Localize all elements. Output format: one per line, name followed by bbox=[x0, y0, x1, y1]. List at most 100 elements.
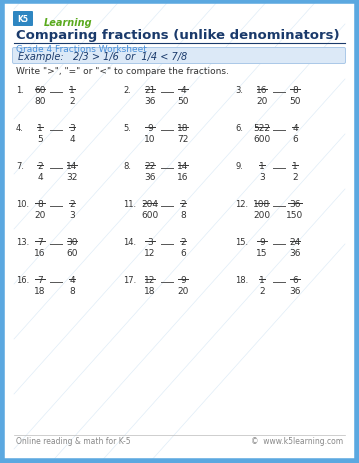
Text: 1: 1 bbox=[69, 86, 75, 95]
Text: 2: 2 bbox=[180, 238, 186, 246]
Text: 36: 36 bbox=[289, 287, 301, 295]
Text: 6: 6 bbox=[180, 249, 186, 257]
Text: 200: 200 bbox=[253, 211, 271, 219]
Text: 36: 36 bbox=[144, 173, 156, 181]
Text: Online reading & math for K-5: Online reading & math for K-5 bbox=[16, 437, 131, 445]
Text: Learning: Learning bbox=[44, 18, 93, 28]
Text: 60: 60 bbox=[34, 86, 46, 95]
Text: 16: 16 bbox=[34, 249, 46, 257]
Text: 32: 32 bbox=[66, 173, 78, 181]
Text: 6: 6 bbox=[292, 135, 298, 144]
Text: 18: 18 bbox=[34, 287, 46, 295]
Text: 6.: 6. bbox=[235, 124, 243, 133]
Text: 22: 22 bbox=[144, 162, 155, 171]
Text: 3: 3 bbox=[69, 211, 75, 219]
Text: 16.: 16. bbox=[16, 275, 29, 284]
Text: 18: 18 bbox=[144, 287, 156, 295]
Text: 7: 7 bbox=[37, 275, 43, 284]
Text: 8: 8 bbox=[292, 86, 298, 95]
Text: ©  www.k5learning.com: © www.k5learning.com bbox=[251, 437, 343, 445]
Text: 2: 2 bbox=[69, 97, 75, 106]
Text: 204: 204 bbox=[141, 200, 159, 208]
Text: 30: 30 bbox=[66, 238, 78, 246]
Text: 10.: 10. bbox=[16, 200, 29, 208]
Text: 18: 18 bbox=[177, 124, 189, 133]
Text: 4: 4 bbox=[69, 135, 75, 144]
Text: 16: 16 bbox=[256, 86, 268, 95]
Text: 8: 8 bbox=[37, 200, 43, 208]
Text: 12: 12 bbox=[144, 275, 156, 284]
Text: 600: 600 bbox=[253, 135, 271, 144]
Text: 12: 12 bbox=[144, 249, 156, 257]
Text: 9: 9 bbox=[259, 238, 265, 246]
Text: 20: 20 bbox=[34, 211, 46, 219]
Text: 8.: 8. bbox=[123, 162, 131, 171]
Text: 3: 3 bbox=[69, 124, 75, 133]
Text: 5: 5 bbox=[37, 135, 43, 144]
FancyBboxPatch shape bbox=[13, 49, 345, 64]
Text: 15: 15 bbox=[256, 249, 268, 257]
Text: 80: 80 bbox=[34, 97, 46, 106]
Text: 2: 2 bbox=[292, 173, 298, 181]
Text: 1: 1 bbox=[259, 275, 265, 284]
Text: 9: 9 bbox=[180, 275, 186, 284]
Text: 9.: 9. bbox=[235, 162, 243, 171]
Text: 16: 16 bbox=[177, 173, 189, 181]
Text: 6: 6 bbox=[292, 275, 298, 284]
Text: 50: 50 bbox=[177, 97, 189, 106]
Text: 60: 60 bbox=[66, 249, 78, 257]
Text: 1: 1 bbox=[292, 162, 298, 171]
Text: 4: 4 bbox=[180, 86, 186, 95]
Text: 5.: 5. bbox=[123, 124, 131, 133]
Text: 2: 2 bbox=[69, 200, 75, 208]
Text: 10: 10 bbox=[144, 135, 156, 144]
Text: 9: 9 bbox=[147, 124, 153, 133]
Text: Example:   2/3 > 1/6  or  1/4 < 7/8: Example: 2/3 > 1/6 or 1/4 < 7/8 bbox=[18, 51, 187, 62]
Text: 24: 24 bbox=[289, 238, 300, 246]
Text: 600: 600 bbox=[141, 211, 159, 219]
Text: 7: 7 bbox=[37, 238, 43, 246]
Text: 2: 2 bbox=[259, 287, 265, 295]
Text: 4: 4 bbox=[292, 124, 298, 133]
Text: 150: 150 bbox=[286, 211, 304, 219]
Text: 8: 8 bbox=[69, 287, 75, 295]
Text: 3: 3 bbox=[259, 173, 265, 181]
Text: Grade 4 Fractions Worksheet: Grade 4 Fractions Worksheet bbox=[16, 44, 147, 53]
Text: 13.: 13. bbox=[16, 238, 29, 246]
Text: 3: 3 bbox=[147, 238, 153, 246]
Text: 12.: 12. bbox=[235, 200, 248, 208]
Text: 4: 4 bbox=[37, 173, 43, 181]
Text: 522: 522 bbox=[253, 124, 270, 133]
Text: 2: 2 bbox=[180, 200, 186, 208]
Text: 108: 108 bbox=[253, 200, 271, 208]
Text: 14: 14 bbox=[66, 162, 78, 171]
Text: 15.: 15. bbox=[235, 238, 248, 246]
Text: 21: 21 bbox=[144, 86, 156, 95]
Text: 3.: 3. bbox=[235, 86, 243, 95]
Text: 11.: 11. bbox=[123, 200, 136, 208]
Text: 20: 20 bbox=[177, 287, 189, 295]
Text: Comparing fractions (unlike denominators): Comparing fractions (unlike denominators… bbox=[16, 30, 340, 43]
Text: 72: 72 bbox=[177, 135, 189, 144]
Text: 2: 2 bbox=[37, 162, 43, 171]
Text: Write ">", "=" or "<" to compare the fractions.: Write ">", "=" or "<" to compare the fra… bbox=[16, 66, 229, 75]
Text: 1: 1 bbox=[259, 162, 265, 171]
Text: 8: 8 bbox=[180, 211, 186, 219]
Text: 18.: 18. bbox=[235, 275, 248, 284]
Text: 14: 14 bbox=[177, 162, 189, 171]
Text: 4.: 4. bbox=[16, 124, 24, 133]
Text: 17.: 17. bbox=[123, 275, 136, 284]
Text: 20: 20 bbox=[256, 97, 268, 106]
Text: 50: 50 bbox=[289, 97, 301, 106]
Text: 36: 36 bbox=[289, 249, 301, 257]
Text: 7.: 7. bbox=[16, 162, 24, 171]
Text: 2.: 2. bbox=[123, 86, 131, 95]
Text: 36: 36 bbox=[289, 200, 301, 208]
Text: 4: 4 bbox=[69, 275, 75, 284]
Text: 1.: 1. bbox=[16, 86, 24, 95]
Text: 14.: 14. bbox=[123, 238, 136, 246]
Text: 1: 1 bbox=[37, 124, 43, 133]
FancyBboxPatch shape bbox=[13, 12, 33, 27]
Text: 36: 36 bbox=[144, 97, 156, 106]
Text: K5: K5 bbox=[18, 15, 28, 24]
